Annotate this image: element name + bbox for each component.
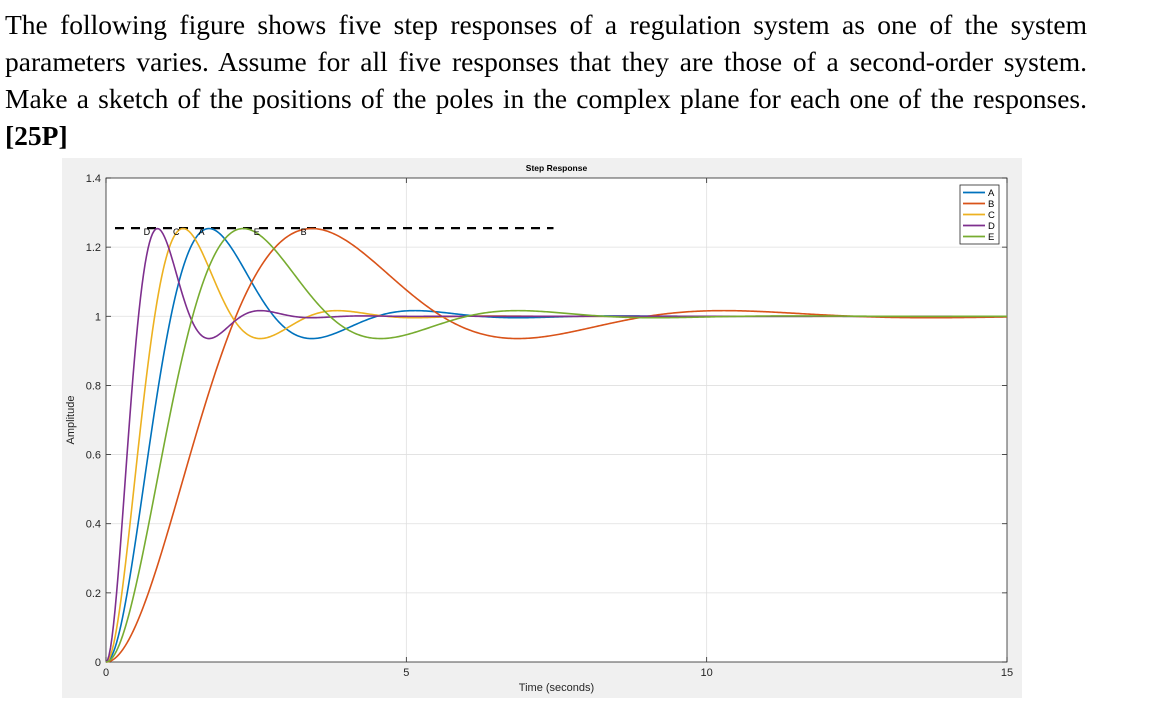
y-tick-label: 0.6 (86, 450, 101, 462)
series-line-E (105, 227, 1007, 663)
legend-label-D: D (988, 221, 995, 232)
y-axis-label: Amplitude (65, 396, 77, 445)
legend-label-E: E (988, 232, 994, 243)
curve-label-C: C (173, 227, 180, 237)
y-tick-label: 0 (95, 657, 101, 669)
curve-label-D: D (144, 227, 151, 237)
y-tick-label: 0.2 (86, 588, 101, 600)
curve-label-E: E (254, 227, 260, 237)
y-tick-label: 0.4 (86, 519, 101, 531)
y-tick-label: 1.2 (86, 242, 101, 254)
series-lines (105, 227, 1008, 663)
legend-label-C: C (988, 210, 995, 221)
legend-label-B: B (988, 199, 994, 210)
points-label: [25P] (5, 120, 68, 151)
plot-area (105, 177, 1008, 663)
curve-label-B: B (301, 227, 307, 237)
chart-title: Step Response (526, 163, 588, 173)
legend-label-A: A (988, 188, 995, 199)
x-tick-label: 15 (1001, 667, 1013, 679)
question-body: The following figure shows five step res… (5, 9, 1087, 114)
curve-label-A: A (198, 227, 204, 237)
x-axis-label: Time (seconds) (519, 682, 594, 694)
x-tick-label: 5 (403, 667, 409, 679)
y-tick-label: 1.4 (86, 173, 101, 185)
question-text: The following figure shows five step res… (5, 6, 1087, 154)
x-tick-label: 10 (701, 667, 713, 679)
y-tick-label: 1 (95, 311, 101, 323)
axis-ticks: 0 5 10 15 0 0.2 0.4 0.6 0.8 1 1.2 1.4 (86, 173, 1013, 679)
x-tick-label: 0 (103, 667, 109, 679)
y-tick-label: 0.8 (86, 380, 101, 392)
